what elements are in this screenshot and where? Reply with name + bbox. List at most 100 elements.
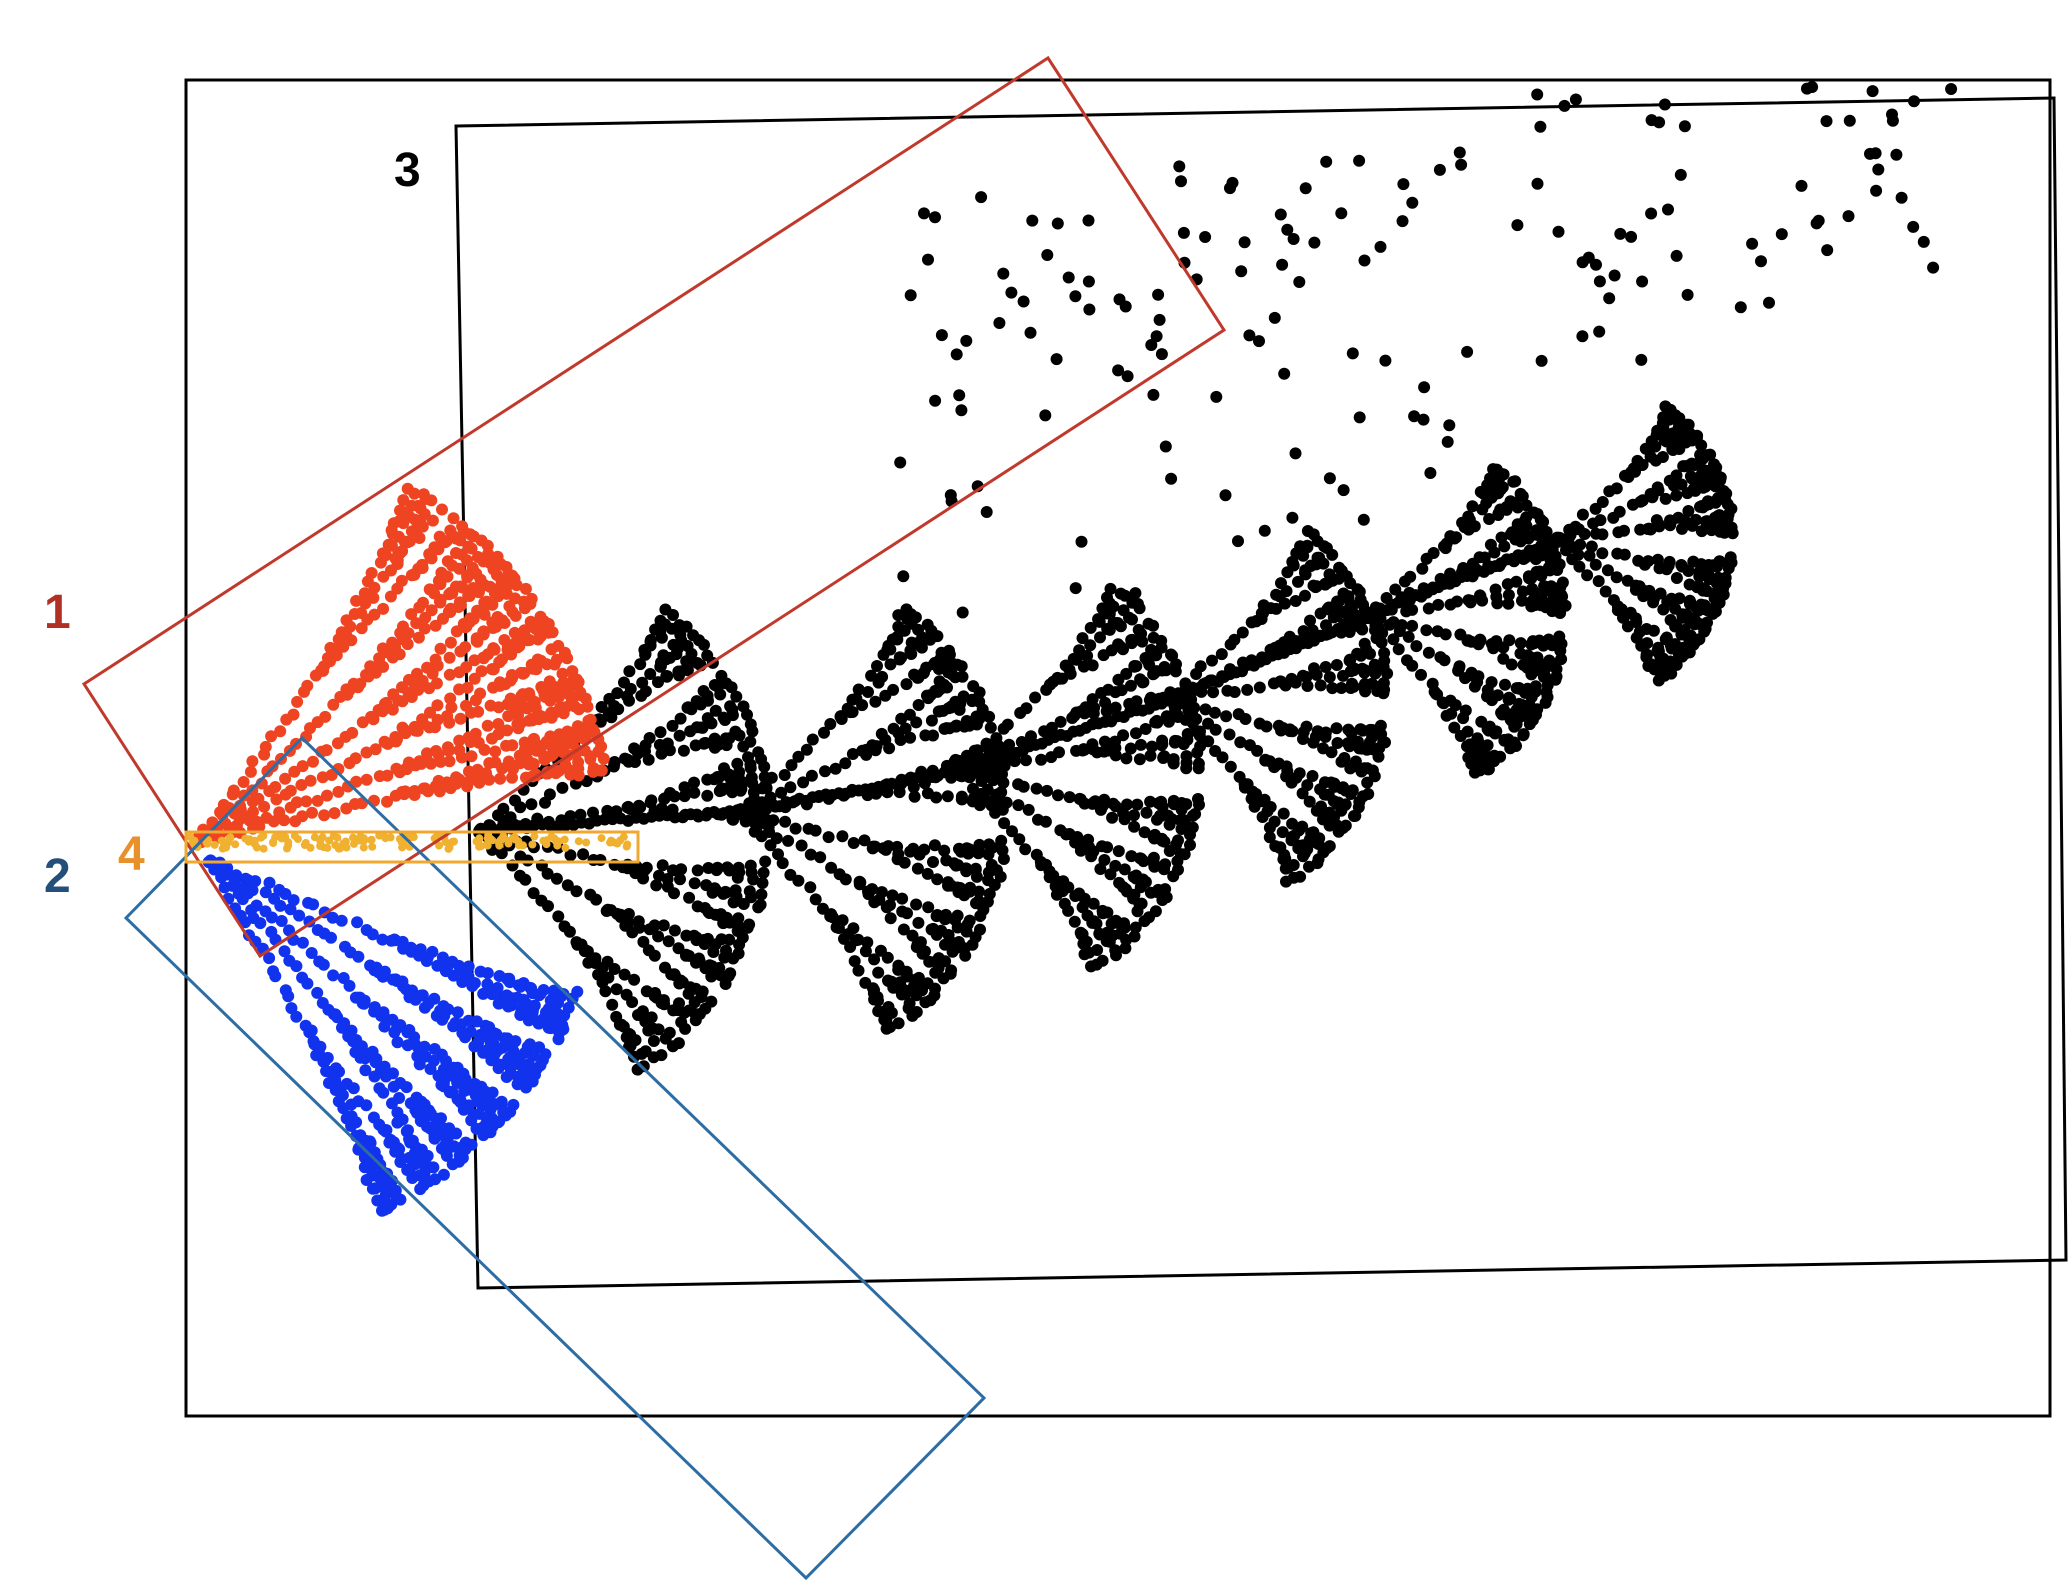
lower-point [406,1172,419,1184]
main-point [1492,509,1505,521]
main-point [908,790,921,803]
main-point [1427,547,1440,559]
upper-point [478,743,491,756]
main-point [1677,460,1690,473]
upper-point [408,789,421,801]
region-1-box [81,55,1227,959]
main-point [690,956,702,969]
lower-point [325,931,337,944]
strip-point [381,834,390,843]
main-point [1886,114,1899,127]
main-point [611,907,624,920]
main-point [1504,742,1517,755]
lower-point [379,1125,392,1138]
upper-point [447,512,460,525]
upper-point [377,660,390,673]
main-point [1614,227,1627,240]
main-point [1147,668,1160,681]
main-point [974,910,987,922]
main-point [1344,665,1357,678]
upper-point [403,535,416,548]
main-point [659,1032,672,1045]
main-point [900,678,913,691]
region-label-3: 3 [394,144,421,197]
main-point [1357,513,1370,526]
main-point [1665,428,1677,441]
upper-point [300,795,313,808]
main-point [1255,613,1268,625]
lower-point [459,1031,472,1044]
lower-point [378,1020,391,1033]
main-point [1678,120,1691,133]
main-point [825,861,838,874]
main-point [1465,594,1477,607]
lower-point [385,934,398,947]
main-point [1907,220,1920,233]
main-point [1358,254,1371,267]
strip-point [300,841,309,849]
main-point [1556,534,1569,547]
main-point [1146,740,1158,753]
main-point [1558,99,1571,112]
main-point [1318,788,1331,801]
main-point [1510,575,1523,588]
main-point [1603,292,1616,305]
main-point [1637,590,1650,603]
main-point [1438,654,1451,667]
main-point [660,653,672,666]
main-point [993,317,1006,329]
upper-point [443,651,456,664]
main-point [1476,594,1489,607]
main-point [1695,439,1708,452]
main-point [789,822,802,835]
main-point [1241,683,1254,696]
main-point [1137,855,1150,868]
main-point [734,784,747,797]
main-point [778,769,791,781]
lower-point [329,1084,342,1096]
main-point [869,840,882,853]
upper-point [394,547,406,560]
lower-point [254,917,267,930]
main-point [871,660,883,672]
upper-point [415,757,428,770]
main-point [1039,815,1052,828]
main-point [1670,249,1683,262]
main-point [710,864,723,877]
main-point [590,893,603,906]
upper-point [434,578,447,591]
main-point [1483,513,1496,525]
main-point [1416,562,1429,575]
main-point [779,815,792,828]
main-point [955,793,968,806]
main-point [1268,311,1281,324]
main-point [910,716,923,729]
main-point [990,788,1003,801]
main-point [1635,639,1648,652]
main-point [950,348,963,361]
lower-point [424,1063,437,1075]
lower-point [336,1021,348,1034]
main-point [916,947,929,960]
upper-point [491,589,504,602]
main-point [1147,619,1160,632]
main-point [1726,527,1739,540]
lower-point [431,959,444,972]
upper-point [504,674,517,687]
main-point [1613,505,1626,518]
main-point [689,1014,702,1027]
main-point [939,938,951,951]
main-point [997,853,1010,865]
main-point [1594,514,1607,527]
lower-point [387,973,399,986]
upper-point [454,534,467,547]
main-point [1428,685,1441,698]
main-point [1128,820,1141,833]
main-point [1017,295,1030,308]
main-point [884,658,897,671]
main-point [1578,528,1591,540]
main-point [1310,804,1323,817]
main-point [1175,823,1188,835]
lower-point [468,1040,481,1053]
main-point [720,739,733,752]
